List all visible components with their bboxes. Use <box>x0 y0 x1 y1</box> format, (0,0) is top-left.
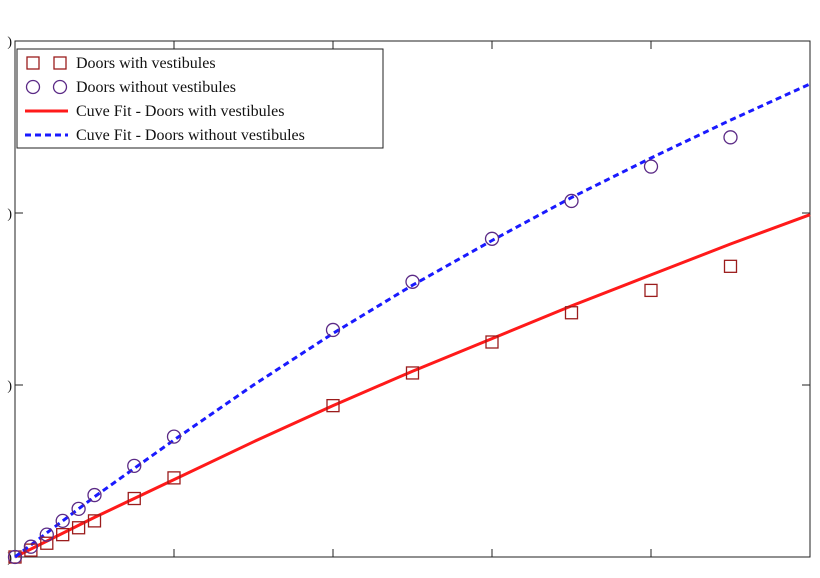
fit-line-1 <box>14 82 811 559</box>
data-point-0-5 <box>87 514 102 528</box>
data-point-0-2 <box>40 536 54 550</box>
legend-marker-1-1 <box>52 79 68 95</box>
data-point-1-9 <box>405 274 420 289</box>
legend-box <box>16 48 384 149</box>
legend-marker-1-0 <box>25 79 41 95</box>
legend-marker-0-0 <box>26 56 40 70</box>
data-point-1-12 <box>643 159 659 174</box>
data-point-1-8 <box>325 322 341 338</box>
data-point-1-5 <box>87 487 102 503</box>
data-point-0-9 <box>405 366 420 380</box>
data-point-0-7 <box>167 471 181 485</box>
y-tick-label-3: ) <box>7 35 12 50</box>
data-point-1-13 <box>723 130 738 145</box>
y-tick-label-0: ) <box>7 551 12 566</box>
y-tick-label-1: ) <box>7 379 12 394</box>
data-point-0-8 <box>326 398 340 413</box>
legend: Doors with vestibules Doors without vesti… <box>16 48 384 149</box>
fit-line-0 <box>14 213 811 559</box>
data-point-0-6 <box>127 491 141 506</box>
data-point-1-3 <box>55 513 70 529</box>
legend-label-1: Doors without vestibules <box>76 79 236 96</box>
data-point-1-11 <box>564 193 579 209</box>
data-point-0-4 <box>71 521 86 535</box>
data-point-1-1 <box>23 539 39 554</box>
data-point-0-11 <box>564 306 579 320</box>
data-point-0-3 <box>56 527 70 542</box>
legend-label-0: Doors with vestibules <box>76 55 216 72</box>
data-point-0-10 <box>485 335 499 349</box>
data-point-1-10 <box>484 231 500 246</box>
data-point-1-7 <box>166 429 182 444</box>
legend-label-3: Cuve Fit - Doors without vestibules <box>76 127 305 144</box>
legend-label-2: Cuve Fit - Doors with vestibules <box>76 103 284 120</box>
legend-marker-0-1 <box>53 56 67 70</box>
data-point-1-2 <box>39 527 54 542</box>
data-markers <box>7 130 738 565</box>
data-point-1-4 <box>71 501 86 516</box>
data-point-0-13 <box>723 259 738 273</box>
data-point-1-0 <box>7 549 23 565</box>
fit-lines <box>14 82 811 559</box>
data-point-1-6 <box>127 458 142 473</box>
data-point-0-12 <box>644 283 658 298</box>
y-tick-label-2: ) <box>7 207 12 222</box>
